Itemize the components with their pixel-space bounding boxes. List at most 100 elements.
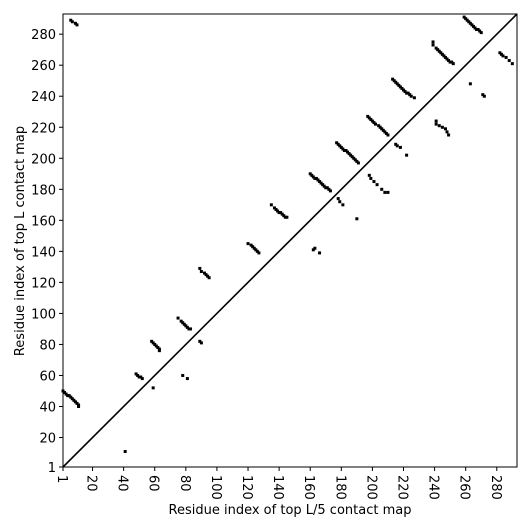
contact-point — [199, 341, 203, 345]
contact-point — [349, 153, 353, 157]
contact-point — [482, 94, 486, 98]
contact-point — [308, 172, 312, 176]
contact-point — [462, 15, 466, 19]
x-tick-label: 260 — [457, 475, 472, 500]
contact-point — [341, 147, 345, 151]
contact-point — [310, 173, 314, 177]
y-tick-label: 240 — [31, 90, 56, 105]
contact-point — [202, 271, 206, 275]
contact-point — [328, 189, 332, 193]
contact-point — [279, 211, 283, 215]
contact-point — [319, 181, 323, 185]
contact-point — [473, 26, 477, 30]
x-tick-label: 40 — [115, 475, 130, 492]
contact-point — [280, 212, 284, 216]
contact-point — [436, 48, 440, 52]
contact-point — [366, 114, 370, 118]
contact-point — [185, 377, 189, 381]
contact-point — [338, 200, 342, 204]
plot-frame — [62, 13, 518, 468]
contact-point — [181, 321, 185, 325]
contact-point — [272, 206, 276, 210]
contact-point — [311, 175, 315, 179]
contact-point — [374, 122, 378, 126]
contact-point — [274, 207, 278, 211]
contact-point — [179, 319, 183, 323]
contact-point — [313, 246, 317, 250]
contact-point — [257, 251, 261, 255]
x-tick-label: 200 — [363, 475, 378, 500]
contact-point — [470, 23, 474, 27]
contact-point — [137, 375, 141, 379]
contact-point — [437, 124, 441, 128]
contact-point — [185, 325, 189, 329]
contact-point — [380, 187, 384, 191]
contact-point — [77, 403, 81, 407]
contact-point — [355, 217, 359, 221]
x-tick-label: 140 — [270, 475, 285, 500]
contact-point — [370, 119, 374, 123]
contact-point — [448, 60, 452, 64]
x-tick-label: 60 — [146, 475, 161, 492]
contact-point — [339, 145, 343, 149]
contact-point — [251, 245, 255, 249]
contact-point — [501, 54, 505, 58]
contact-point — [479, 31, 483, 35]
contact-point — [324, 186, 328, 190]
contact-point — [377, 124, 381, 128]
contact-point — [75, 401, 79, 405]
contact-point — [335, 141, 339, 145]
contact-point — [150, 339, 154, 343]
contact-point — [507, 59, 511, 63]
x-tick-label: 80 — [177, 475, 192, 492]
contact-point — [139, 375, 143, 379]
contact-point — [199, 270, 203, 274]
contact-point — [66, 394, 70, 398]
contact-point — [157, 349, 161, 353]
contact-point — [467, 20, 471, 24]
contact-point — [318, 180, 322, 184]
contact-point — [204, 273, 208, 277]
contact-point — [481, 93, 485, 97]
contact-point — [182, 322, 186, 326]
contact-point — [412, 96, 416, 100]
contact-point — [336, 142, 340, 146]
y-tick-label: 20 — [39, 432, 56, 447]
contact-point — [198, 266, 202, 270]
contact-point — [391, 77, 395, 81]
contact-point — [394, 142, 398, 146]
contact-point — [397, 83, 401, 87]
contact-point — [402, 88, 405, 92]
contact-point — [398, 85, 402, 89]
contact-point — [70, 397, 74, 401]
contact-point — [431, 43, 435, 47]
contact-point — [207, 276, 211, 280]
contact-point — [276, 209, 280, 213]
contact-point — [338, 144, 342, 148]
x-tick-label: 220 — [395, 475, 410, 500]
contact-point — [283, 215, 287, 219]
contact-point — [64, 392, 68, 396]
contact-point — [353, 158, 357, 162]
contact-point — [311, 248, 315, 252]
contact-point — [440, 52, 444, 56]
contact-point — [504, 55, 508, 59]
contact-point — [336, 197, 340, 201]
contact-point — [369, 117, 373, 121]
y-tick-label: 80 — [39, 338, 56, 353]
contact-point — [123, 449, 127, 453]
contact-point — [510, 62, 514, 66]
contact-point — [445, 130, 449, 134]
y-tick-label: 200 — [31, 152, 56, 167]
contact-point — [318, 251, 322, 255]
contact-point — [187, 327, 191, 331]
contact-point — [154, 344, 158, 348]
contact-point — [465, 18, 469, 22]
y-tick-label: 120 — [31, 276, 56, 291]
contact-point — [380, 127, 384, 131]
contact-point — [188, 327, 192, 331]
contact-point — [406, 91, 410, 95]
contact-point — [434, 46, 438, 50]
contact-point — [72, 398, 76, 402]
contact-point — [341, 203, 345, 207]
